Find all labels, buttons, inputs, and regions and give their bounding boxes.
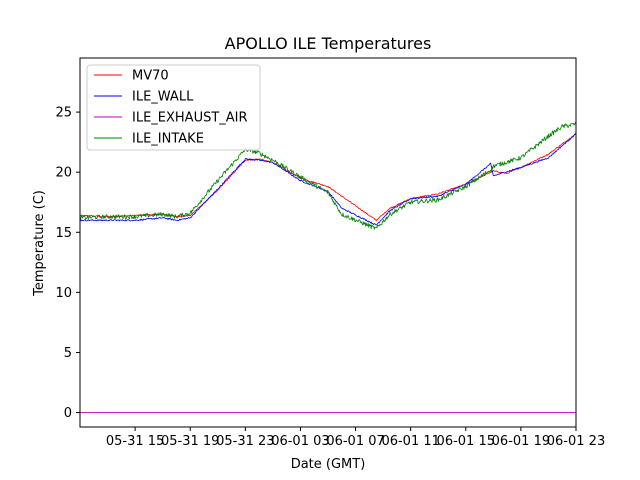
x-tick-label: 06-01 03 (271, 434, 329, 449)
legend-label: ILE_EXHAUST_AIR (132, 111, 248, 126)
y-axis: 0 5 10 15 20 25 (55, 106, 80, 421)
x-tick-label: 06-01 11 (381, 434, 439, 449)
y-tick-label: 15 (55, 226, 72, 241)
plot-frame (79, 57, 577, 428)
y-tick-label: 0 (64, 406, 72, 421)
y-tick-label: 5 (64, 346, 72, 361)
x-tick-label: 06-01 23 (547, 434, 605, 449)
legend-entries: MV70 ILE_WALL ILE_EXHAUST_AIR ILE_INTAKE (94, 69, 248, 147)
x-tick-label: 05-31 23 (216, 434, 274, 449)
y-tick-label: 25 (55, 106, 72, 121)
x-tick-label: 06-01 07 (326, 434, 384, 449)
x-tick-label: 05-31 15 (106, 434, 164, 449)
legend-label: ILE_WALL (132, 90, 194, 105)
series-line-ile-intake (80, 122, 576, 230)
x-tick-label: 05-31 19 (161, 434, 219, 449)
x-axis-label: Date (GMT) (291, 457, 366, 472)
x-tick-label: 06-01 19 (492, 434, 550, 449)
legend-label: ILE_INTAKE (132, 132, 204, 147)
x-tick-label: 06-01 15 (437, 434, 495, 449)
chart-title: APOLLO ILE Temperatures (225, 34, 432, 53)
legend-label: MV70 (132, 69, 169, 84)
legend: MV70 ILE_WALL ILE_EXHAUST_AIR ILE_INTAKE (86, 64, 261, 151)
legend-box (86, 64, 261, 151)
plot-area (79, 57, 577, 428)
y-axis-label: Temperature (C) (32, 190, 47, 297)
y-tick-label: 10 (55, 286, 72, 301)
y-tick-label: 20 (55, 166, 72, 181)
series-layer (80, 122, 576, 413)
